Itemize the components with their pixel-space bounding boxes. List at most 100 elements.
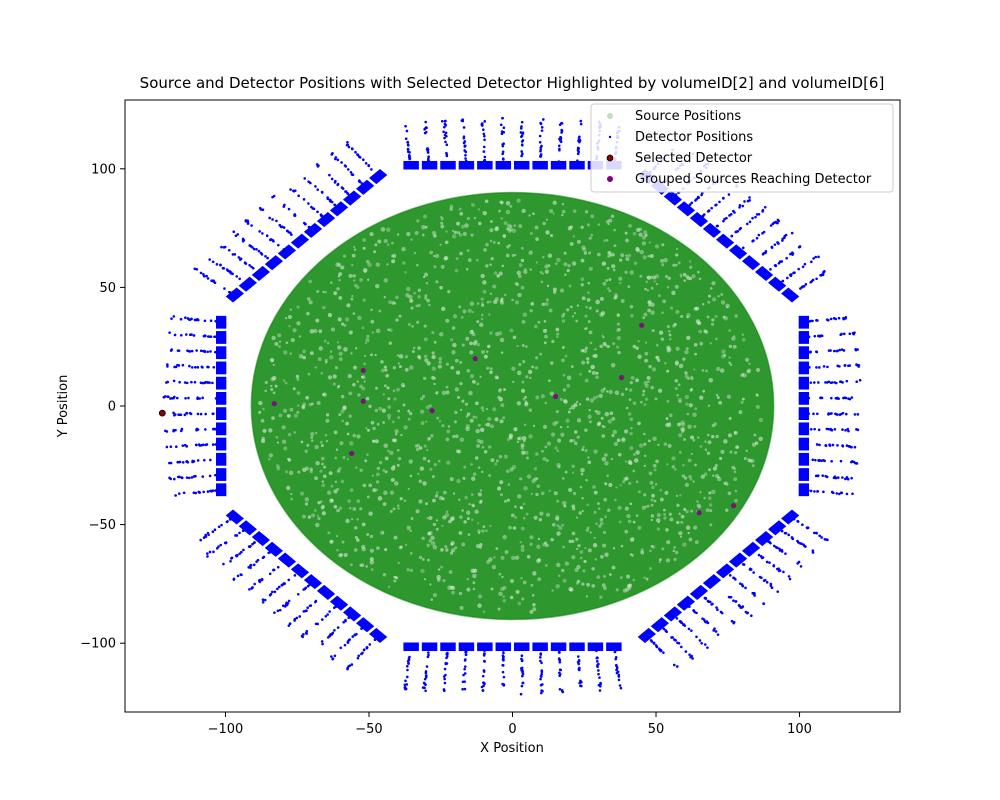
source-point — [296, 410, 300, 414]
source-point — [682, 437, 687, 441]
detector-point — [482, 145, 486, 149]
source-point — [597, 507, 601, 510]
detector-point — [811, 551, 815, 554]
source-point — [498, 591, 503, 597]
detector-point — [780, 260, 784, 263]
source-point — [392, 389, 396, 393]
x-tick-label: −100 — [208, 722, 244, 737]
detector-point — [230, 556, 234, 560]
detector-point — [780, 529, 784, 533]
source-point — [399, 497, 403, 501]
source-point — [522, 397, 526, 401]
source-point — [362, 298, 366, 302]
detector-module — [798, 331, 810, 344]
detector-point — [598, 676, 601, 679]
source-point — [336, 469, 341, 473]
source-point — [324, 291, 327, 294]
source-point — [587, 460, 592, 465]
source-point — [483, 248, 487, 252]
source-point — [643, 442, 647, 446]
source-point — [620, 299, 625, 304]
source-point — [498, 397, 504, 402]
detector-point — [596, 665, 599, 669]
source-point — [329, 281, 333, 285]
source-point — [480, 349, 486, 355]
source-point — [747, 368, 752, 373]
source-point — [359, 384, 363, 389]
source-point — [578, 403, 582, 406]
detector-point — [443, 119, 447, 123]
source-point — [681, 430, 685, 434]
source-point — [490, 587, 494, 591]
source-point — [582, 348, 588, 353]
detector-point — [754, 215, 757, 219]
source-point — [348, 330, 353, 335]
source-point — [669, 517, 674, 522]
source-point — [495, 225, 499, 230]
detector-point — [784, 552, 787, 555]
source-point — [723, 482, 727, 485]
detector-point — [211, 260, 215, 264]
detector-point — [446, 651, 449, 655]
detector-point — [539, 659, 542, 663]
source-point — [357, 393, 361, 397]
detector-point — [463, 680, 467, 683]
detector-point — [214, 319, 218, 323]
source-point — [671, 465, 676, 469]
source-point — [500, 586, 505, 592]
detector-point — [214, 473, 217, 477]
source-point — [333, 291, 338, 296]
source-point — [375, 386, 378, 390]
source-point — [571, 315, 575, 318]
source-point — [324, 360, 328, 364]
source-point — [403, 499, 407, 503]
source-point — [498, 455, 503, 459]
detector-point — [203, 319, 207, 323]
source-point — [340, 265, 345, 270]
source-point — [717, 476, 720, 479]
detector-point — [261, 208, 265, 212]
source-point — [518, 263, 523, 267]
source-point — [371, 474, 374, 477]
source-point — [278, 345, 282, 349]
detector-point — [818, 443, 821, 447]
source-point — [476, 342, 481, 347]
source-point — [345, 421, 349, 426]
source-point — [600, 554, 604, 559]
detector-point — [687, 627, 691, 631]
detector-point — [824, 474, 827, 478]
detector-point — [827, 349, 831, 352]
detector-module — [689, 212, 709, 228]
source-point — [363, 362, 366, 366]
detector-point — [328, 610, 331, 613]
source-point — [368, 404, 372, 409]
source-point — [580, 349, 585, 353]
source-point — [487, 344, 491, 349]
source-point — [362, 246, 366, 250]
detector-point — [196, 396, 199, 400]
source-point — [666, 540, 671, 545]
detector-point — [324, 614, 328, 618]
detector-point — [819, 396, 822, 400]
source-point — [621, 480, 626, 484]
detector-point — [287, 599, 291, 603]
source-point — [333, 504, 338, 509]
detector-point — [426, 151, 430, 154]
source-point — [544, 302, 549, 307]
detector-point — [773, 243, 777, 246]
source-point — [541, 272, 545, 275]
detector-point — [703, 643, 707, 646]
source-point — [620, 576, 623, 579]
source-point — [430, 535, 435, 541]
detector-point — [246, 222, 250, 225]
source-point — [556, 335, 559, 339]
source-point — [716, 396, 720, 400]
source-point — [502, 416, 506, 420]
source-point — [629, 380, 633, 385]
source-point — [724, 481, 729, 486]
grouped-sources-layer — [271, 322, 737, 516]
source-point — [310, 431, 315, 437]
source-point — [648, 241, 651, 244]
detector-point — [520, 120, 524, 124]
detector-point — [165, 445, 169, 449]
